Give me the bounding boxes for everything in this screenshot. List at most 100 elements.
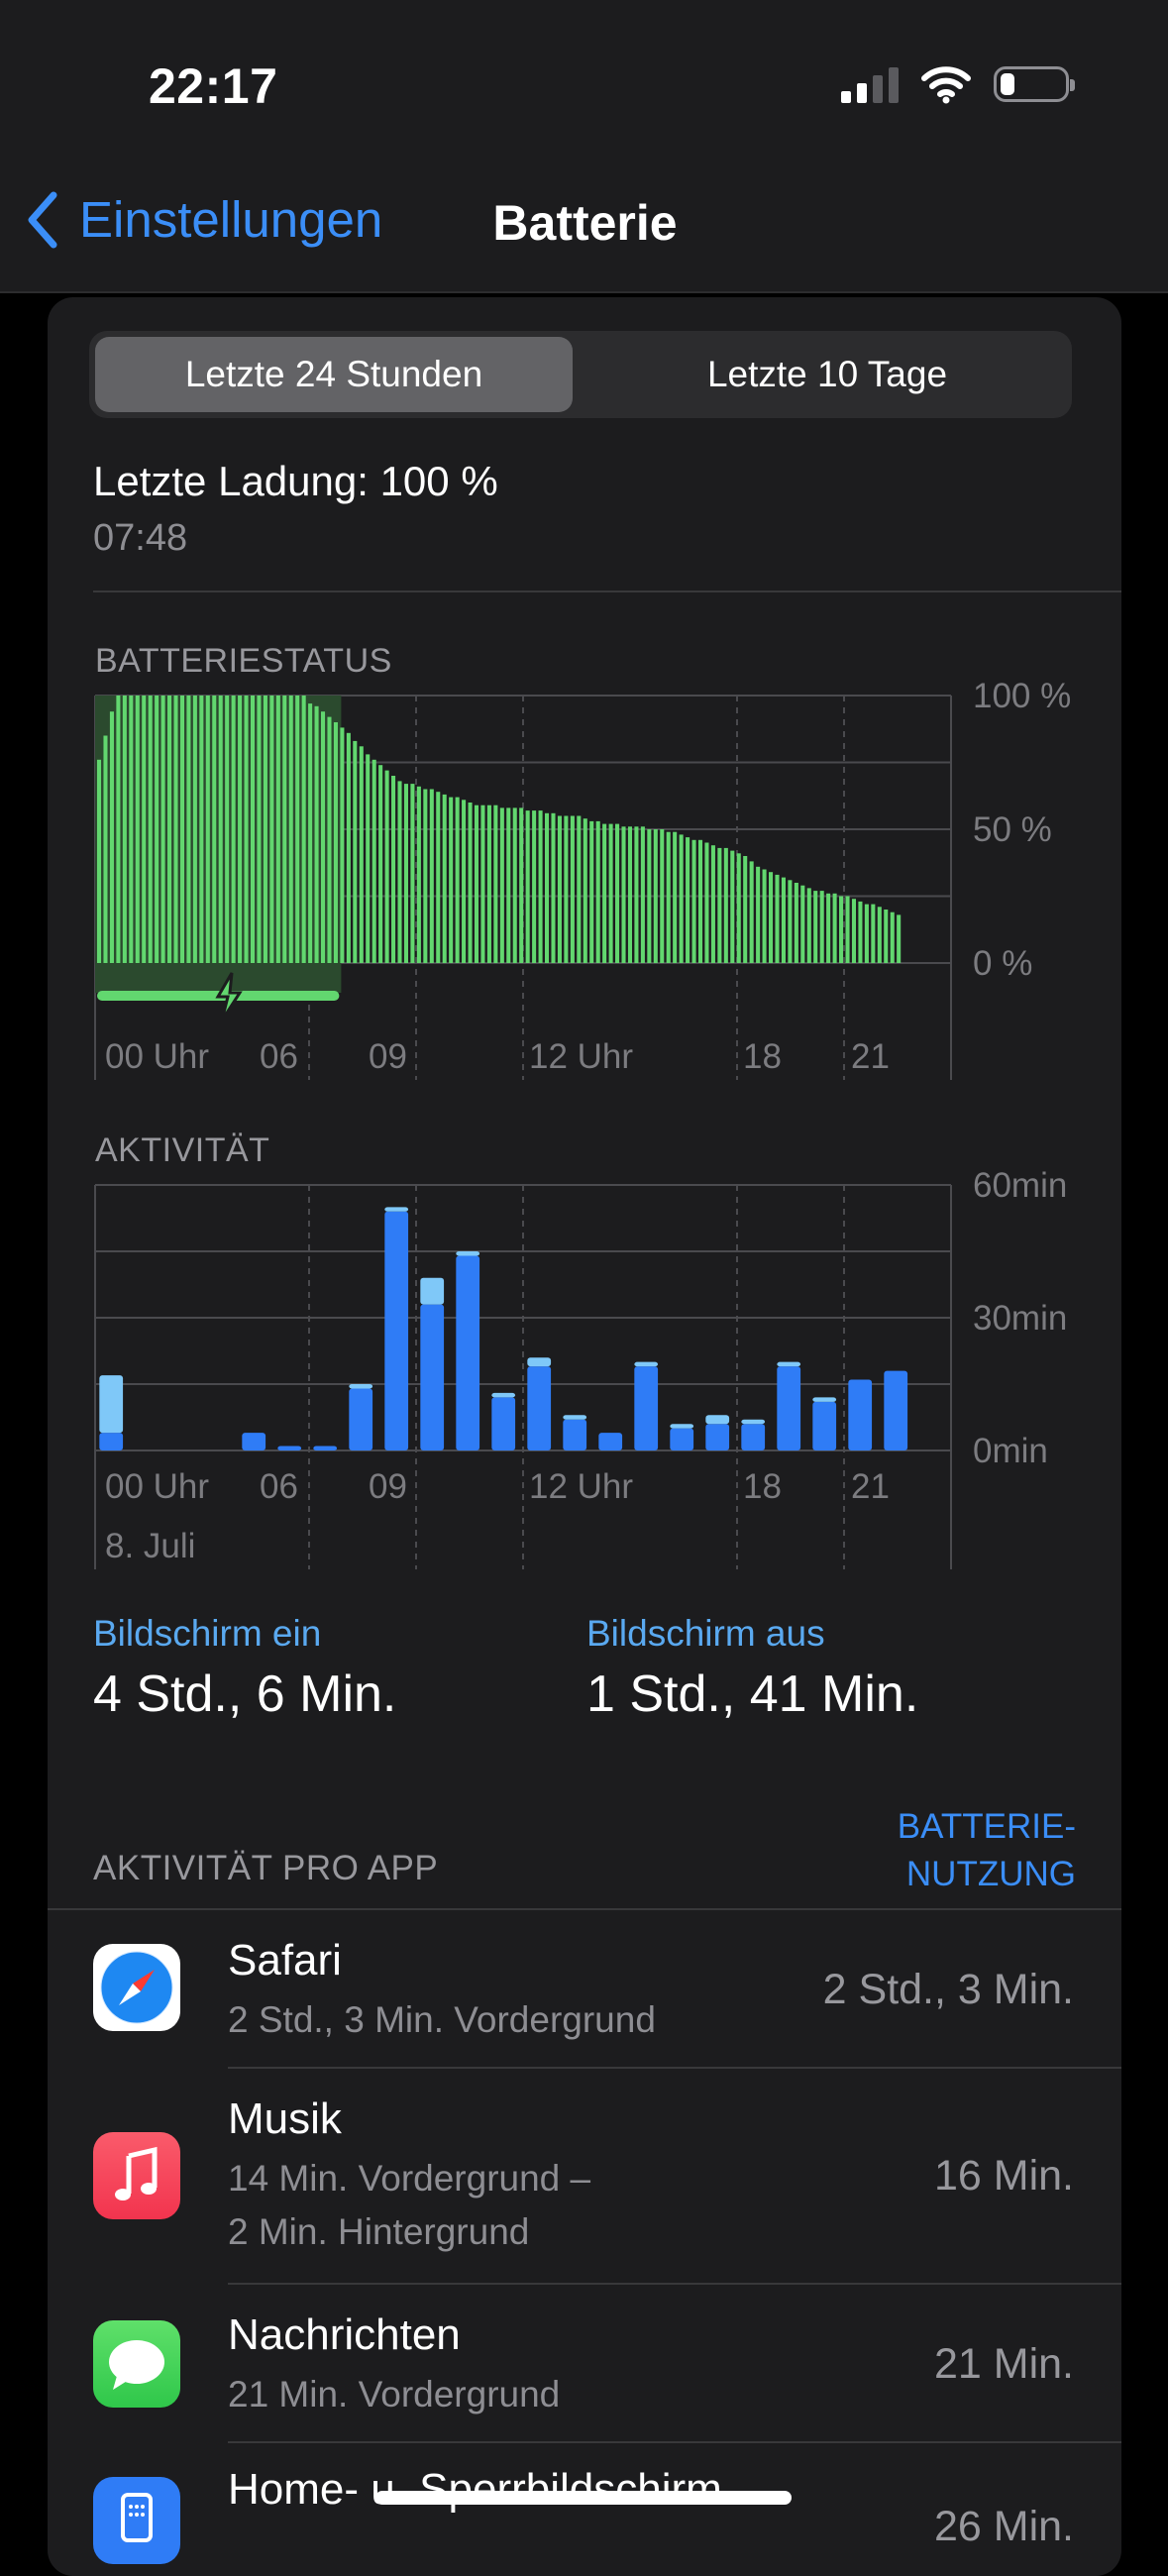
battery-bar [314, 705, 319, 963]
battery-bar [589, 820, 594, 963]
screen-on-bar [491, 1397, 516, 1450]
battery-bar [717, 847, 722, 963]
battery-bar [391, 776, 396, 963]
screen-on-bar [812, 1401, 837, 1450]
battery-bar [858, 901, 863, 963]
x-tick-label: 12 Uhr [529, 1467, 633, 1506]
app-row-music[interactable]: Musik 14 Min. Vordergrund – 2 Min. Hinte… [48, 2069, 1121, 2285]
battery-bar [499, 807, 504, 963]
screen-on-bar [884, 1370, 908, 1450]
battery-bar [781, 877, 786, 963]
battery-bar [512, 807, 517, 963]
app-usage-detail: 2 Std., 3 Min. Vordergrund [228, 1999, 656, 2040]
battery-bar [474, 805, 479, 963]
battery-bar [647, 829, 652, 963]
battery-bar [449, 797, 454, 963]
battery-bar [384, 770, 389, 963]
activity-heading: AKTIVITÄT [95, 1131, 270, 1169]
divider [228, 2067, 1121, 2069]
battery-bar [897, 914, 902, 963]
screen-on-bar [456, 1255, 480, 1450]
status-time: 22:17 [149, 58, 278, 114]
app-name: Home- u. Sperrbildschirm [228, 2465, 722, 2514]
battery-bar [116, 696, 121, 963]
battery-bar [851, 899, 856, 963]
battery-bar [884, 910, 889, 963]
battery-bar [519, 807, 524, 963]
music-icon [93, 2132, 180, 2219]
battery-bar [769, 872, 774, 963]
battery-bar [493, 805, 498, 963]
app-name: Safari [228, 1936, 342, 1985]
screen-on-bar [598, 1433, 623, 1450]
screen-off-bar [527, 1357, 552, 1367]
battery-bar [160, 696, 165, 963]
app-row-safari[interactable]: Safari 2 Std., 3 Min. Vordergrund 2 Std.… [48, 1910, 1121, 2069]
wifi-icon [921, 66, 971, 104]
battery-bar [321, 711, 326, 963]
tab-last-24-hours[interactable]: Letzte 24 Stunden [95, 337, 573, 412]
battery-bar [538, 810, 543, 963]
battery-usage-toggle[interactable]: BATTERIE- NUTZUNG [897, 1807, 1076, 1893]
battery-bar [564, 815, 569, 963]
app-row-home-lockscreen[interactable]: Home- u. Sperrbildschirm 26 Min. [48, 2443, 1121, 2576]
battery-bar [295, 696, 300, 963]
screen-on-bar [99, 1433, 124, 1450]
back-button[interactable]: Einstellungen [26, 190, 382, 249]
screen-on-bar [777, 1366, 801, 1450]
battery-bar [212, 696, 217, 963]
battery-bar [634, 826, 639, 963]
battery-bar [602, 823, 607, 963]
screen-off-bar [741, 1419, 766, 1425]
battery-bar [730, 850, 735, 963]
battery-bar [167, 696, 172, 963]
battery-bar [583, 818, 587, 963]
battery-bar [257, 696, 262, 963]
divider [48, 1908, 1121, 1910]
battery-bar [666, 831, 671, 963]
battery-bar [826, 893, 831, 963]
x-tick-label: 18 [743, 1037, 782, 1076]
battery-bar [231, 696, 236, 963]
battery-status-heading: BATTERIESTATUS [95, 642, 392, 680]
battery-bar [839, 896, 844, 963]
battery-bar [403, 784, 408, 963]
battery-bar [679, 834, 684, 963]
home-indicator[interactable] [375, 2491, 792, 2505]
battery-bar [525, 810, 530, 963]
screen-off-bar [634, 1361, 659, 1367]
battery-status-chart: 00 Uhr 06 09 12 Uhr 18 21 100 % 50 % 0 % 00 Uhr 06… [94, 677, 1071, 1569]
screen-off-bar [384, 1207, 409, 1212]
battery-bar [410, 784, 415, 963]
battery-bar [890, 912, 895, 963]
date-label: 8. Juli [105, 1527, 195, 1565]
battery-bar [871, 904, 876, 963]
battery-bar [486, 805, 491, 963]
battery-bar [551, 812, 556, 963]
x-tick-label: 00 Uhr [105, 1467, 209, 1506]
battery-bar [577, 815, 582, 963]
battery-bar [704, 842, 709, 963]
app-usage-time: 2 Std., 3 Min. [822, 1966, 1074, 2013]
last-charge-label: Letzte Ladung: 100 % [93, 458, 498, 504]
screen-off-bar [563, 1415, 587, 1420]
battery-bar [762, 869, 767, 963]
battery-bar [103, 735, 108, 963]
battery-bar [640, 826, 645, 963]
battery-bar [186, 696, 191, 963]
screen-on-bar [634, 1366, 659, 1450]
battery-bar [135, 696, 140, 963]
app-name: Musik [228, 2094, 342, 2143]
battery-bar [570, 815, 575, 963]
app-usage-detail: 21 Min. Vordergrund [228, 2374, 561, 2415]
screen-off-bar [420, 1277, 445, 1305]
app-row-messages[interactable]: Nachrichten 21 Min. Vordergrund 21 Min. [48, 2285, 1121, 2443]
battery-bar [327, 716, 332, 963]
battery-bar [749, 861, 754, 963]
screen-on-bar [705, 1424, 730, 1450]
tab-last-10-days[interactable]: Letzte 10 Tage [706, 354, 948, 394]
battery-bar [506, 807, 511, 963]
battery-bar [877, 907, 882, 963]
charging-indicator-band [95, 963, 342, 993]
battery-bar [155, 696, 159, 963]
